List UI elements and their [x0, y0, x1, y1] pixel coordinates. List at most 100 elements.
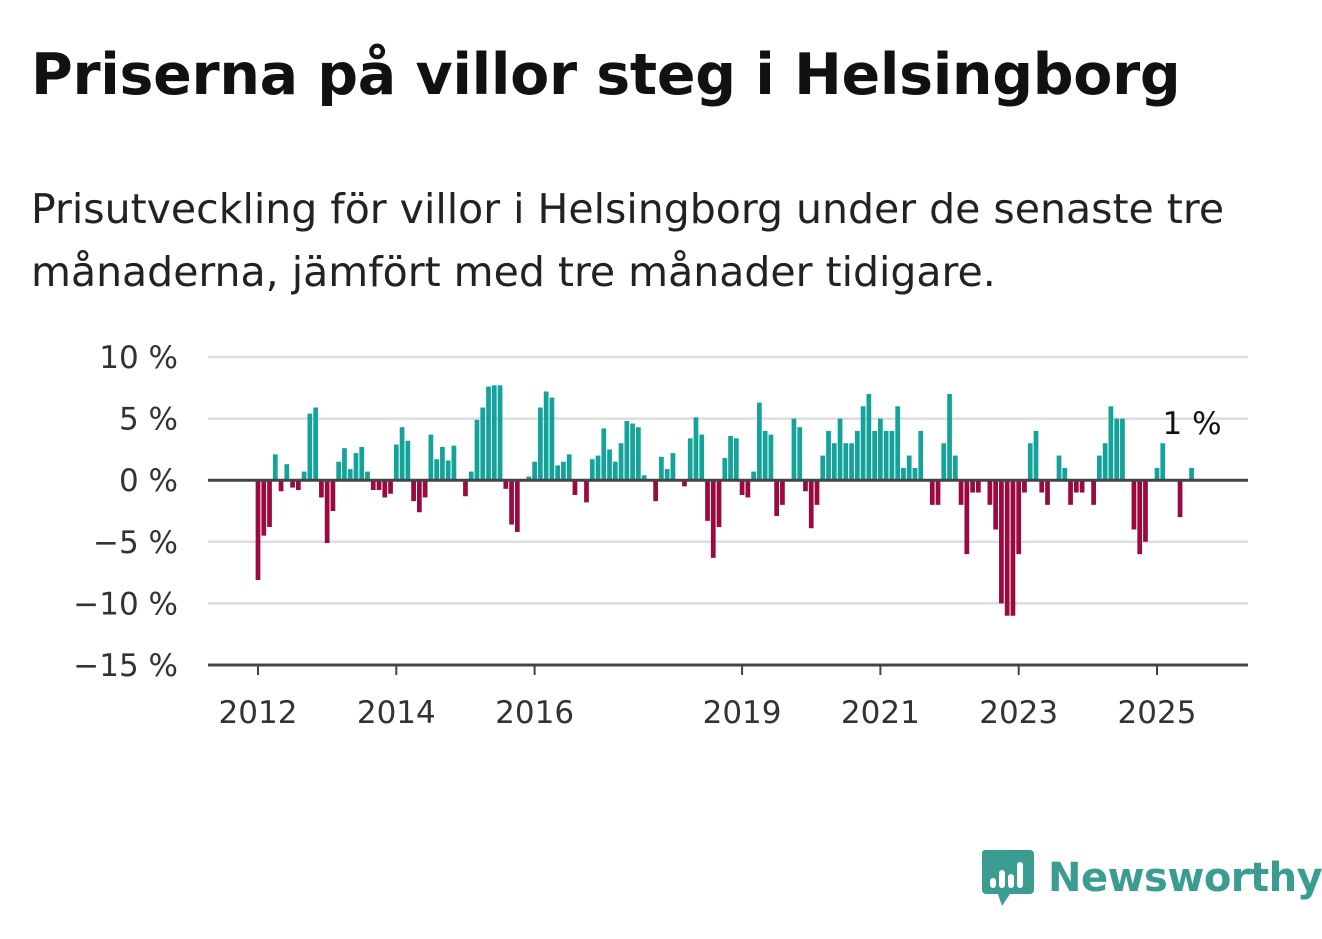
- axes: [208, 478, 1248, 675]
- x-tick-label: 2016: [495, 695, 574, 731]
- y-tick-label: −5 %: [93, 525, 178, 561]
- bar: [918, 430, 924, 481]
- bar: [1033, 430, 1039, 481]
- bar: [445, 460, 451, 481]
- bar: [319, 480, 324, 498]
- bar: [768, 434, 774, 481]
- bar: [295, 480, 301, 491]
- bar: [1189, 467, 1194, 481]
- bar: [486, 386, 491, 481]
- bar: [514, 480, 520, 532]
- chart-title: Priserna på villor steg i Helsingborg: [31, 42, 1181, 108]
- bar: [889, 430, 895, 481]
- bar: [682, 480, 687, 487]
- bar: [307, 413, 313, 481]
- bar: [434, 459, 440, 481]
- bar: [728, 435, 733, 481]
- bar: [803, 480, 808, 492]
- bar: [1045, 480, 1050, 505]
- bar: [422, 480, 428, 498]
- bar: [1108, 406, 1114, 481]
- bar: [843, 443, 849, 481]
- last-value-label: 1 %: [1163, 406, 1222, 442]
- bar: [595, 455, 601, 481]
- bar: [710, 480, 716, 558]
- bar: [428, 434, 434, 481]
- bar: [284, 464, 290, 481]
- bar: [1131, 480, 1137, 530]
- bar: [993, 480, 999, 530]
- bar: [359, 446, 365, 481]
- bar: [463, 480, 468, 497]
- bar: [808, 480, 814, 529]
- bar: [566, 454, 572, 481]
- bar: [1079, 480, 1085, 493]
- bar: [278, 480, 284, 492]
- bar: [987, 480, 993, 505]
- brand-name: Newsworthy: [1048, 855, 1322, 901]
- bar: [1039, 480, 1045, 493]
- bar: [653, 480, 658, 502]
- bar: [901, 467, 906, 481]
- y-tick-label: 5 %: [119, 402, 178, 438]
- y-axis-tick-labels: 10 % 5 % 0 % −5 % −10 % −15 %: [73, 340, 178, 684]
- bar: [417, 480, 422, 513]
- x-tick-label: 2012: [219, 695, 298, 731]
- bar-chart: 10 %5 %0 %−5 %−10 %−15 % 2012 2014 2016 201…: [73, 340, 1248, 731]
- bar: [895, 406, 901, 481]
- bar: [1073, 480, 1079, 493]
- bar: [906, 455, 912, 481]
- bar: [526, 476, 532, 481]
- bar: [1097, 455, 1102, 481]
- bar: [497, 385, 503, 481]
- newsworthy-logo: Newsworthy: [980, 848, 1322, 908]
- bar: [532, 461, 537, 481]
- bar: [705, 480, 710, 521]
- bar: [791, 418, 797, 481]
- bar: [1004, 480, 1010, 616]
- bar: [399, 427, 405, 481]
- bar: [1114, 418, 1120, 481]
- bar: [572, 480, 578, 495]
- x-tick-label: 2021: [841, 695, 920, 731]
- bar: [342, 448, 347, 481]
- bar: [382, 480, 388, 498]
- bar: [970, 480, 975, 493]
- bar: [440, 446, 445, 481]
- bar: [1120, 418, 1125, 481]
- bar: [733, 438, 739, 481]
- bar: [365, 471, 370, 481]
- bar: [1010, 480, 1016, 616]
- bar: [1027, 443, 1033, 481]
- bar: [1137, 480, 1143, 555]
- bar: [860, 406, 866, 481]
- bar: [1056, 455, 1062, 481]
- bar: [757, 402, 762, 481]
- bar: [797, 427, 803, 481]
- bar: [745, 480, 751, 498]
- bar: [854, 430, 860, 481]
- bar: [999, 480, 1004, 604]
- bar: [503, 480, 509, 489]
- bar: [739, 480, 745, 495]
- bar: [509, 480, 514, 525]
- bar: [872, 430, 877, 481]
- bar: [336, 461, 342, 481]
- bar: [826, 430, 831, 481]
- x-tick-label: 2023: [979, 695, 1058, 731]
- x-tick-label: 2025: [1118, 695, 1197, 731]
- bar: [751, 471, 756, 481]
- annotations: 1 %: [1163, 406, 1222, 442]
- bar: [330, 480, 336, 511]
- y-tick-label: 10 %: [99, 340, 178, 376]
- bar: [780, 480, 785, 505]
- bar: [941, 443, 947, 481]
- x-tick-label: 2014: [357, 695, 436, 731]
- bar: [376, 480, 382, 491]
- bar: [883, 430, 889, 481]
- bar: [612, 461, 618, 481]
- bar: [480, 407, 486, 481]
- bar: [589, 459, 595, 481]
- bar: [762, 430, 768, 481]
- bar: [947, 393, 952, 481]
